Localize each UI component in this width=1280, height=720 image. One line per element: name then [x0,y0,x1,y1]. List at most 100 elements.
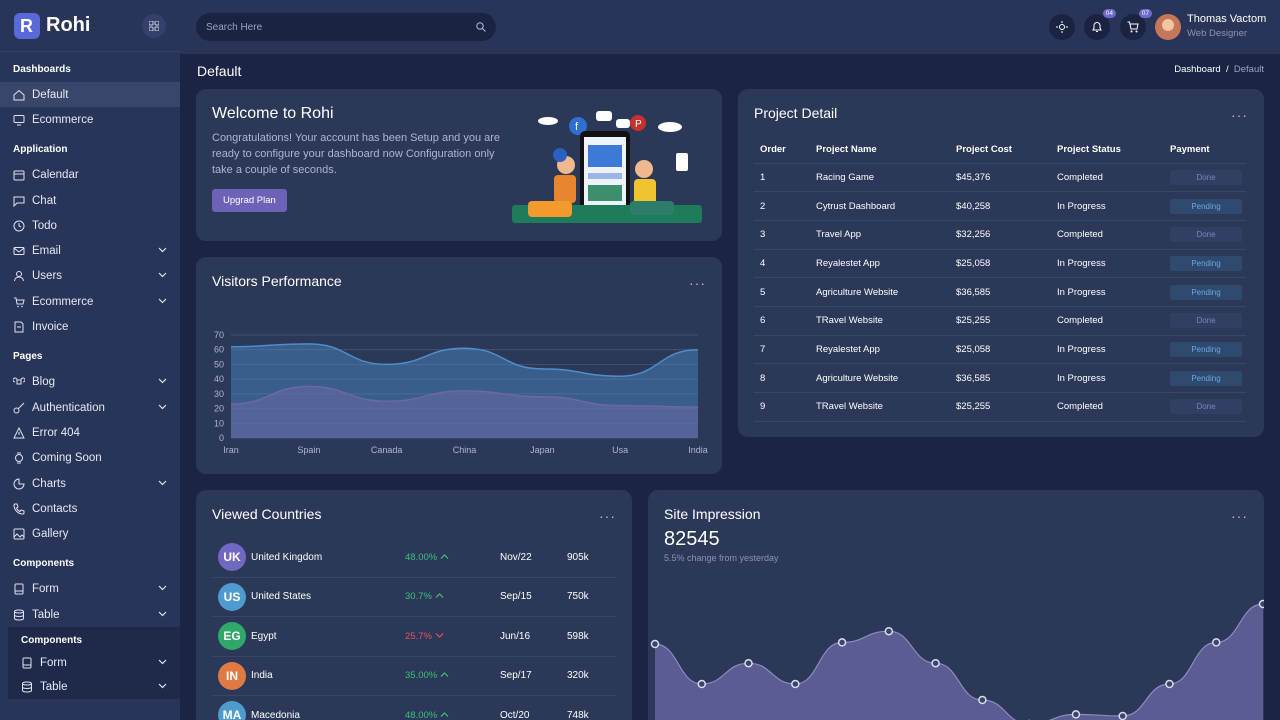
table-cell: Agriculture Website [810,363,950,393]
table-cell: Pending [1164,335,1246,365]
chevron-down-icon[interactable] [158,478,167,490]
home-icon [13,89,25,101]
table-row[interactable]: 3 Travel App $32,256 Completed Done [754,220,1246,250]
chevron-down-icon[interactable] [158,609,167,621]
sidebar-item-table[interactable]: Table [0,602,180,627]
monitor-icon [13,114,25,126]
sidebar-nav: Dashboards Default Ecommerce Application Cal… [0,56,180,700]
y-tick-label: 50 [214,359,224,369]
country-percent: 25.7% [405,631,444,642]
countries-title: Viewed Countries [212,506,322,522]
chevron-down-icon[interactable] [158,245,167,257]
sidebar-item-gallery[interactable]: Gallery [0,521,180,546]
country-name: India [251,670,273,682]
table-cell: $32,256 [950,220,1051,250]
table-cell: Cytrust Dashboard [810,191,950,221]
column-header: Project Cost [950,137,1051,164]
sidebar-item-email[interactable]: Email [0,238,180,263]
sidebar-item-todo[interactable]: Todo [0,213,180,238]
list-item[interactable]: EG Egypt 25.7% Jun/16 598k [212,617,616,657]
visitors-chart: 0 10 20 30 40 50 60 70 Iran Spain Canada China Japan… [214,330,708,455]
sidebar-item-authentication[interactable]: Authentication [0,395,180,420]
more-options-icon[interactable]: ··· [599,508,616,524]
sidebar-item-ecommerce[interactable]: Ecommerce [0,107,180,132]
sidebar-item-form[interactable]: Form [8,651,180,675]
more-options-icon[interactable]: ··· [689,275,706,291]
sidebar-item-invoice[interactable]: Invoice [0,314,180,339]
column-header: Project Name [810,137,950,164]
data-point [837,638,847,647]
sidebar-item-label: Table [40,681,68,694]
list-item[interactable]: US United States 30.7% Sep/15 750k [212,578,616,617]
sidebar-section-title: Components [13,558,75,570]
table-cell: Completed [1051,220,1164,250]
chevron-down-icon[interactable] [158,681,167,693]
brand: Rohi [0,0,180,52]
percent-value: 48.00% [405,551,438,563]
search-input[interactable]: Search Here [196,13,496,41]
more-options-icon[interactable]: ··· [1231,508,1248,524]
chevron-down-icon[interactable] [158,296,167,308]
table-cell: In Progress [1051,335,1164,365]
form-icon [13,583,25,595]
country-percent: 48.00% [405,710,449,720]
table-row[interactable]: 1 Racing Game $45,376 Completed Done [754,163,1246,193]
chevron-down-icon[interactable] [158,583,167,595]
sidebar-item-label: Form [32,583,59,596]
list-item[interactable]: MA Macedonia 48.00% Oct/20 748k [212,696,616,720]
image-icon [13,528,25,540]
table-cell: Done [1164,306,1246,336]
table-row[interactable]: 9 TRavel Website $25,255 Completed Done [754,392,1246,422]
chevron-down-icon[interactable] [158,270,167,282]
country-flag-icon: IN [218,661,246,690]
sidebar-item-label: Email [32,245,61,258]
chevron-down-icon[interactable] [158,402,167,414]
cart-icon[interactable]: 07 [1120,9,1152,40]
bell-icon[interactable]: 04 [1084,9,1116,40]
grid-menu-icon[interactable] [142,13,166,38]
table-cell: In Progress [1051,249,1164,279]
table-row[interactable]: 8 Agriculture Website $36,585 In Progress Pe… [754,363,1246,393]
table-row[interactable]: 4 Reyalestet App $25,058 In Progress Pending [754,249,1246,279]
table-row[interactable]: 5 Agriculture Website $36,585 In Progress Pe… [754,277,1246,307]
theme-toggle-icon[interactable] [1049,14,1075,40]
sidebar-item-blog[interactable]: Blog [0,370,180,395]
sidebar-item-default[interactable]: Default [0,82,180,108]
avatar[interactable] [1155,14,1181,40]
chevron-down-icon[interactable] [158,376,167,388]
country-value: 750k [567,591,589,603]
breadcrumb-root[interactable]: Dashboard [1174,64,1221,75]
upgrade-plan-button[interactable]: Upgrad Plan [212,189,287,212]
country-date: Sep/17 [500,670,532,682]
table-cell: $25,058 [950,335,1051,365]
sidebar-item-form[interactable]: Form [0,577,180,602]
x-tick-label: China [453,445,477,455]
chevron-down-icon[interactable] [158,657,167,669]
table-row[interactable]: 7 Reyalestet App $25,058 In Progress Pending [754,335,1246,365]
impression-card: Site Impression ··· 82545 5.5% change fr… [648,490,1264,720]
sidebar-item-contacts[interactable]: Contacts [0,496,180,521]
project-table: Order Project Name Project Cost Project Sta… [754,137,1246,422]
table-cell: TRavel Website [810,392,950,422]
sidebar-item-ecommerce[interactable]: Ecommerce [0,289,180,314]
data-point [1118,711,1127,720]
list-item[interactable]: UK United Kingdom 48.00% Nov/22 905k [212,538,616,578]
more-options-icon[interactable]: ··· [1231,107,1248,123]
project-title: Project Detail [754,105,838,121]
sidebar-item-coming-soon[interactable]: Coming Soon [0,446,180,471]
welcome-text: Congratulations! Your account has been S… [212,132,501,176]
user-name[interactable]: Thomas Vactom [1187,13,1267,25]
sidebar-item-charts[interactable]: Charts [0,471,180,496]
table-cell: 8 [754,363,810,393]
table-cell: In Progress [1051,191,1164,221]
sidebar-item-chat[interactable]: Chat [0,188,180,213]
impression-change: 5.5% change from yesterday [664,553,779,563]
data-point [1165,679,1174,689]
list-item[interactable]: IN India 35.00% Sep/17 320k [212,657,616,696]
sidebar-item-calendar[interactable]: Calendar [0,163,180,188]
table-row[interactable]: 6 TRavel Website $25,255 Completed Done [754,306,1246,336]
sidebar-item-users[interactable]: Users [0,264,180,289]
sidebar-item-error-404[interactable]: Error 404 [0,420,180,445]
table-row[interactable]: 2 Cytrust Dashboard $40,258 In Progress Pend… [754,191,1246,221]
sidebar-item-table[interactable]: Table [8,675,180,699]
